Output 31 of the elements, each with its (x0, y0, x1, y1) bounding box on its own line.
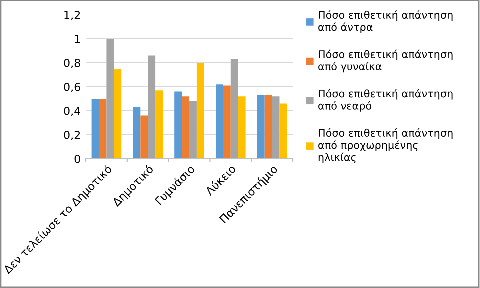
y-tick-label: 0 (74, 154, 80, 164)
bar (257, 95, 265, 159)
bar (156, 90, 164, 159)
y-tick-label: 1,2 (64, 10, 80, 21)
legend-label: Πόσο επιθετική απάντηση από άντρα (318, 10, 453, 34)
bar (148, 56, 156, 159)
y-tick-label: 0,4 (64, 106, 81, 117)
y-tick-label: 1 (75, 35, 80, 44)
y-tick-label: 0,6 (64, 82, 80, 93)
legend-label: Πόσο επιθετική απάντηση από γυναίκα (318, 50, 453, 73)
bar (99, 99, 107, 159)
bar (223, 86, 231, 159)
bar (196, 63, 204, 159)
y-tick-label: 0,2 (64, 130, 80, 141)
bar (182, 96, 190, 159)
bar (272, 96, 280, 159)
bar (230, 59, 238, 159)
bar (174, 92, 182, 159)
y-tick-label: 0,8 (64, 58, 80, 69)
bar (133, 107, 141, 159)
bar (92, 99, 100, 159)
bar (106, 39, 114, 159)
legend-label: Πόσο επιθετική απάντηση από νεαρό (318, 89, 453, 112)
bar (190, 101, 197, 159)
bar (114, 69, 122, 159)
bar (264, 95, 272, 159)
bar (238, 96, 246, 159)
bar (280, 104, 288, 159)
bar (140, 116, 148, 159)
legend-label: Πόσο επιθετική απάντηση από προχωρημένης ηλικίας (318, 128, 453, 164)
bar (216, 84, 224, 159)
